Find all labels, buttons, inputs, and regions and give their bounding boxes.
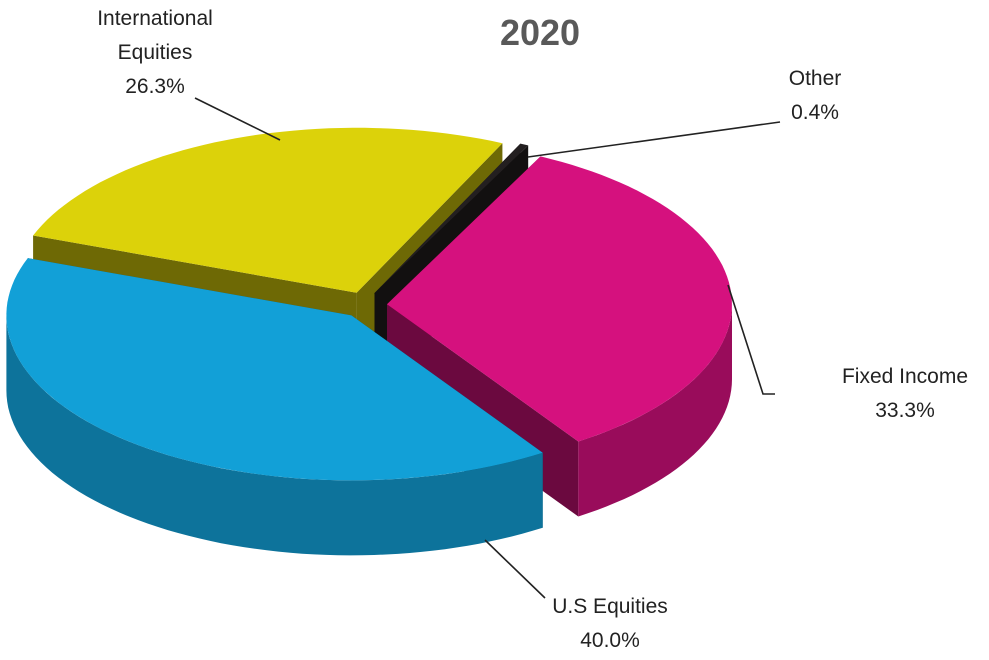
slice [387, 156, 732, 442]
slice-wall [578, 304, 732, 517]
slice-label: Fixed Income 33.3% [810, 360, 989, 428]
category-label: U.S Equities [552, 595, 668, 618]
slice [6, 258, 543, 481]
slice [374, 143, 529, 294]
category-label: Fixed Income [841, 365, 969, 388]
leader-line [194, 97, 281, 141]
chart-title: 2020 [499, 12, 581, 53]
category-label: Other [788, 67, 842, 90]
slice-wall [6, 315, 543, 556]
leader-line [727, 284, 775, 395]
value-label: 40.0% [580, 629, 640, 652]
value-label: 26.3% [125, 75, 185, 98]
leader-line [527, 121, 781, 158]
slice-label: U.S Equities 40.0% [520, 590, 700, 658]
slice [33, 127, 503, 293]
value-label: 0.4% [791, 101, 839, 124]
value-label: 33.3% [875, 399, 935, 422]
slice-label: International Equities 26.3% [75, 2, 235, 104]
slice-label: Other 0.4% [735, 62, 895, 130]
leader-line [484, 539, 546, 599]
category-label: International Equities [97, 7, 213, 64]
